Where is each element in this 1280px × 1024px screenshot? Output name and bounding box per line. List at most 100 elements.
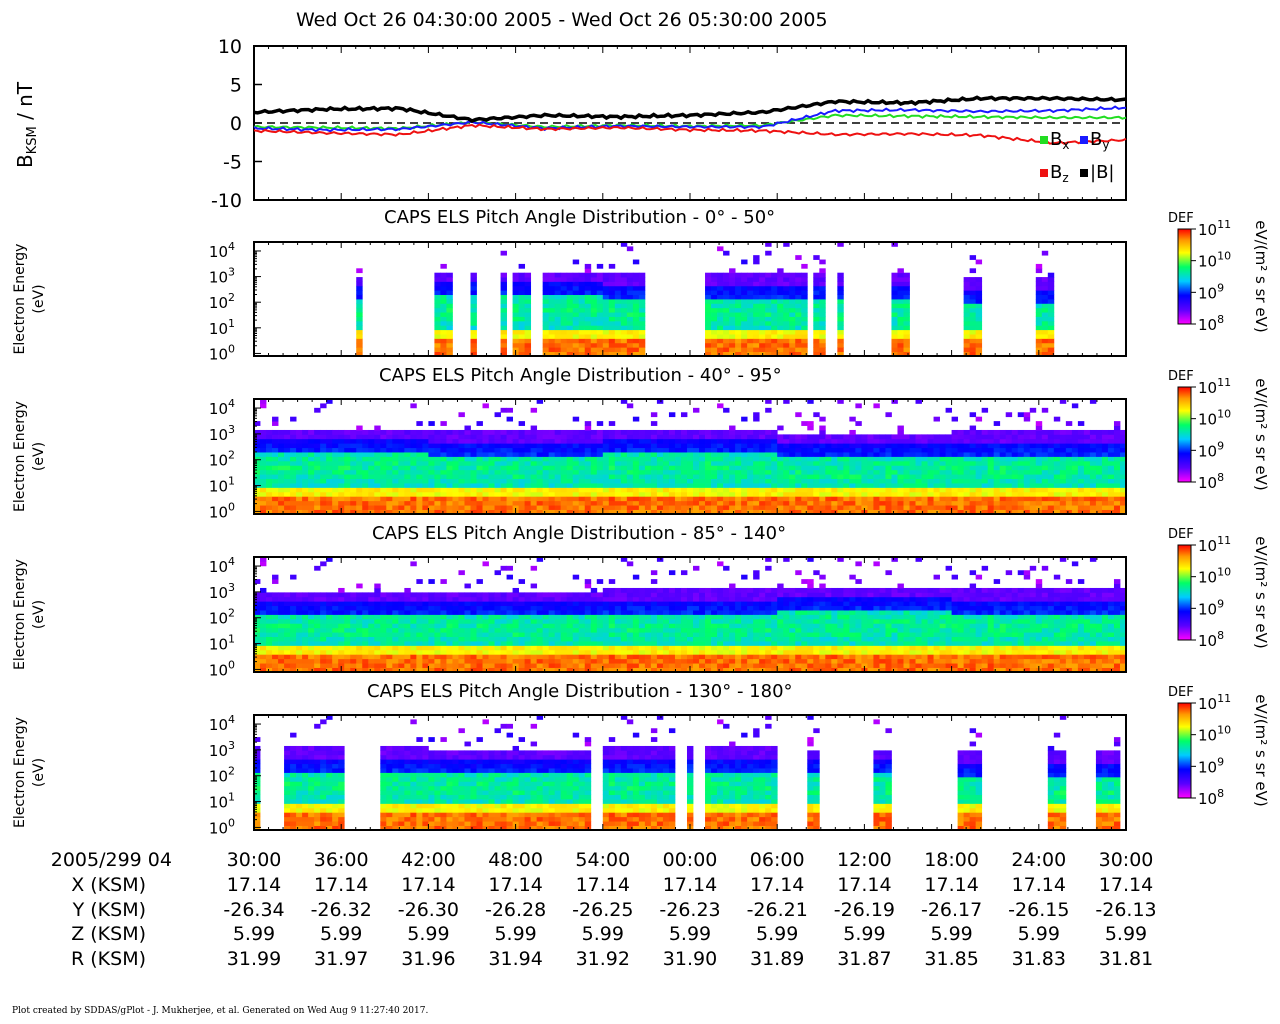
spectrogram-cell bbox=[1041, 456, 1049, 462]
spectrogram-cell bbox=[837, 474, 844, 480]
spectrogram-cell bbox=[783, 307, 790, 313]
spectrogram-cell bbox=[512, 500, 519, 506]
spectrogram-cell bbox=[620, 338, 628, 344]
spectrogram-cell bbox=[578, 505, 586, 510]
spectrogram-cell bbox=[548, 277, 556, 282]
spectrogram-cell bbox=[332, 614, 339, 620]
spectrogram-cell bbox=[614, 294, 622, 300]
spectrogram-cell bbox=[332, 483, 339, 488]
spectrogram-cell bbox=[1077, 465, 1085, 471]
spectrogram-cell bbox=[620, 478, 628, 484]
spectrogram-cell bbox=[290, 505, 297, 510]
spectrogram-cell bbox=[650, 500, 658, 506]
spectrogram-cell bbox=[296, 429, 303, 435]
spectrogram-cell bbox=[530, 434, 538, 440]
spectrogram-cell bbox=[1017, 505, 1025, 510]
spectrogram-cell bbox=[945, 469, 952, 475]
spectrogram-cell bbox=[356, 636, 363, 642]
spectrogram-cell bbox=[1047, 334, 1055, 339]
spectrogram-cell bbox=[729, 465, 736, 471]
spectrogram-cell bbox=[362, 500, 369, 506]
spectrogram-cell bbox=[825, 447, 832, 453]
spectrogram-cell bbox=[524, 474, 532, 480]
spectrogram-cell bbox=[284, 649, 291, 655]
spectrogram-cell bbox=[819, 487, 826, 493]
spectrogram-cell bbox=[404, 456, 411, 462]
spectrogram-cell bbox=[284, 469, 291, 475]
spectrogram-cell bbox=[632, 483, 640, 488]
spectrogram-cell bbox=[326, 509, 333, 515]
spectrogram-cell bbox=[416, 618, 423, 624]
spectrogram-cell bbox=[771, 500, 778, 506]
spectrogram-cell bbox=[560, 429, 568, 435]
spectrogram-cell bbox=[470, 500, 477, 506]
spectrogram-cell bbox=[963, 342, 971, 348]
spectrogram-cell bbox=[524, 316, 532, 322]
spectrogram-cell bbox=[837, 334, 844, 339]
spectrogram-cell bbox=[554, 500, 562, 506]
spectrogram-cell bbox=[470, 307, 477, 313]
spectrogram-cell bbox=[410, 429, 417, 435]
spectrogram-cell bbox=[1005, 496, 1013, 502]
spectrogram-cell bbox=[278, 663, 285, 668]
spectrogram-cell bbox=[554, 452, 562, 457]
spectrogram-cell bbox=[434, 632, 441, 638]
spectrogram-cell bbox=[1077, 509, 1085, 515]
spectrogram-cell bbox=[464, 425, 471, 431]
spectrogram-cell bbox=[578, 487, 586, 493]
spectrogram-cell bbox=[969, 425, 977, 431]
spectrogram-cell bbox=[392, 452, 399, 457]
spectrogram-cell bbox=[566, 478, 574, 484]
spectrogram-cell bbox=[759, 456, 766, 462]
spectrogram-cell bbox=[338, 658, 345, 664]
spectrogram-cell bbox=[662, 452, 670, 457]
spectrogram-cell bbox=[500, 312, 507, 317]
spectrogram-cell bbox=[674, 452, 682, 457]
spectrogram-cell bbox=[729, 320, 736, 326]
spectrogram-cell bbox=[735, 429, 742, 435]
spectrogram-cell bbox=[524, 434, 532, 440]
spectrogram-cell bbox=[1101, 443, 1109, 449]
spectrogram-cell bbox=[963, 460, 971, 466]
spectrogram-cell bbox=[356, 312, 363, 317]
spectrogram-cell bbox=[741, 307, 748, 313]
spectrogram-cell bbox=[302, 491, 309, 497]
spectrogram-cell bbox=[662, 474, 670, 480]
spectrogram-cell bbox=[1005, 452, 1013, 457]
spectrogram-cell bbox=[398, 618, 405, 624]
spectrogram-cell bbox=[584, 320, 592, 326]
spectrogram-cell bbox=[464, 443, 471, 449]
spectrogram-cell bbox=[530, 509, 538, 515]
spectrogram-cell bbox=[632, 347, 640, 353]
spectrogram-cell bbox=[326, 610, 333, 615]
spectrogram-cell bbox=[843, 474, 850, 480]
spectrogram-cell bbox=[416, 632, 423, 638]
spectrogram-cell bbox=[374, 443, 381, 449]
spectrogram-cell bbox=[1071, 452, 1079, 457]
spectrogram-cell bbox=[272, 574, 279, 580]
spectrogram-cell bbox=[999, 456, 1007, 462]
spectrogram-cell bbox=[909, 505, 916, 510]
spectrogram-cell bbox=[608, 281, 616, 287]
spectrogram-cell bbox=[674, 478, 682, 484]
spectrogram-cell bbox=[723, 250, 730, 256]
spectrogram-cell bbox=[518, 491, 526, 497]
spectrogram-cell bbox=[272, 447, 279, 453]
spectrogram-cell bbox=[837, 505, 844, 510]
spectrogram-cell bbox=[1005, 509, 1013, 515]
spectrogram-cell bbox=[975, 259, 983, 265]
spectrogram-cell bbox=[717, 496, 724, 502]
spectrogram-cell bbox=[813, 434, 820, 440]
spectrogram-cell bbox=[446, 465, 453, 471]
spectrogram-cell bbox=[789, 474, 796, 480]
spectrogram-cell bbox=[843, 500, 850, 506]
spectrogram-cell bbox=[813, 500, 820, 506]
spectrogram-cell bbox=[753, 272, 760, 278]
spectrogram-cell bbox=[260, 641, 267, 646]
spectrogram-cell bbox=[404, 627, 411, 633]
spectrogram-cell bbox=[969, 268, 977, 274]
spectrogram-cell bbox=[723, 290, 730, 296]
spectrogram-cell bbox=[608, 342, 616, 348]
spectrogram-cell bbox=[975, 312, 983, 317]
spectrogram-cell bbox=[500, 474, 507, 480]
